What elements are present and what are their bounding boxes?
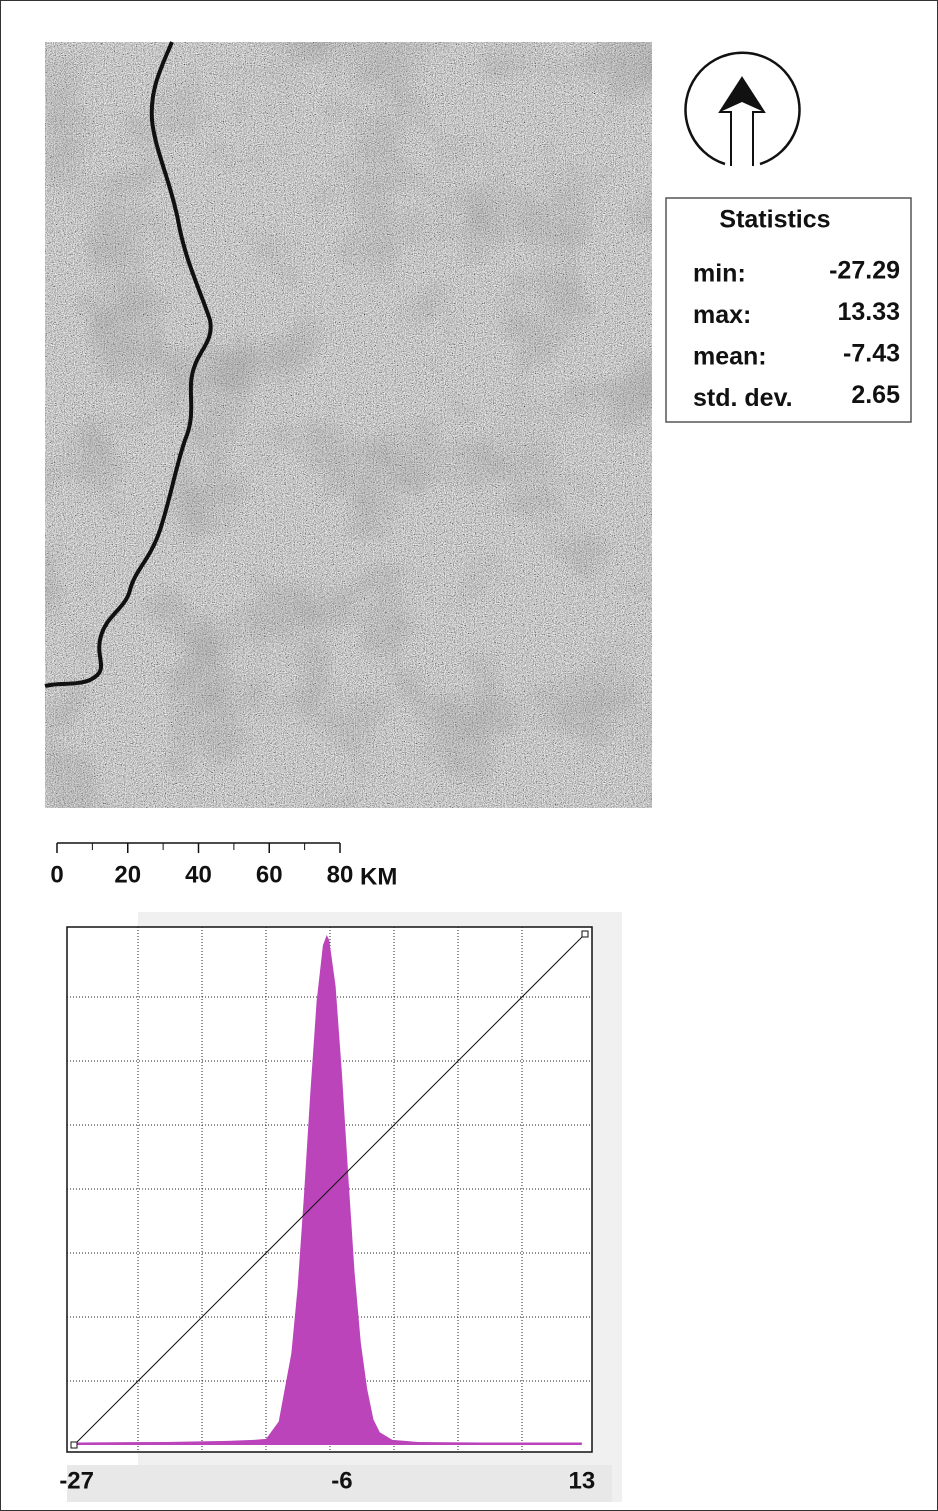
stat-value: 13.33 [837,298,900,326]
transfer-curve [70,930,589,1449]
scale-label: 60 [256,861,283,888]
statistics-box [665,197,912,423]
x-tick-label: -6 [331,1467,352,1494]
stat-value: -27.29 [829,257,900,285]
stat-label: mean: [693,343,767,371]
scale-label: 20 [114,861,141,888]
stat-label: min: [693,260,746,288]
sar-image [44,41,652,808]
north-arrow [684,51,801,166]
stat-label: std. dev. [693,384,793,412]
stat-value: -7.43 [843,340,900,368]
statistics-title: Statistics [719,206,830,234]
axis-strip [67,1465,612,1502]
x-tick-label: -27 [59,1467,94,1494]
scale-label: 80 [327,861,354,888]
scale-label: 0 [50,861,63,888]
stat-label: max: [693,301,751,329]
scale-unit: KM [360,863,397,890]
stat-value: 2.65 [851,381,900,409]
grid [67,927,592,1452]
scale-label: 40 [185,861,212,888]
scale-bar: 0 20 40 60 80 KM [50,842,397,890]
x-tick-label: 13 [568,1467,595,1494]
